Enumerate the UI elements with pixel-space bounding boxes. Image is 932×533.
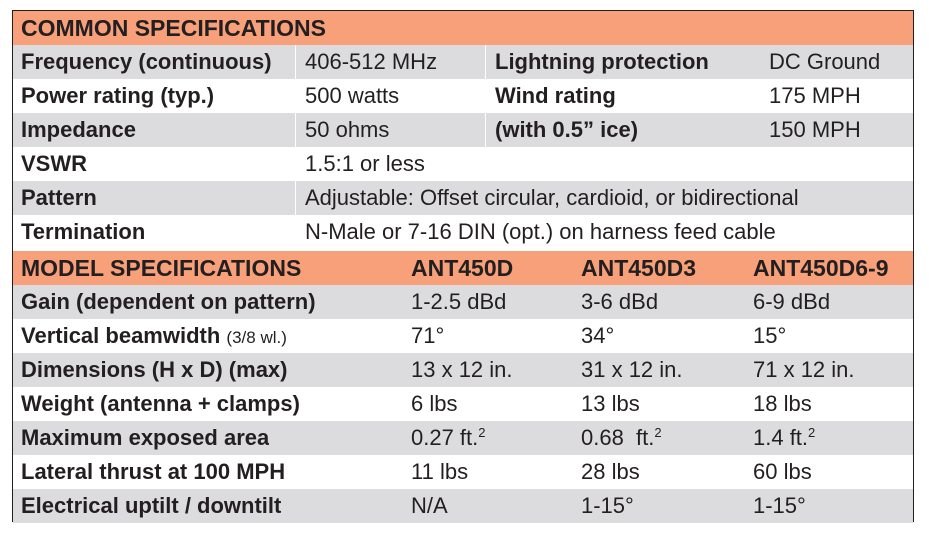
squared-unit: 2: [654, 425, 662, 440]
table-row: Termination N-Male or 7-16 DIN (opt.) on…: [13, 215, 913, 249]
table-cell: N/A: [411, 493, 448, 518]
termination-label: Termination: [21, 219, 146, 244]
dimensions-label: Dimensions (H x D) (max): [21, 357, 288, 382]
beamwidth-label: Vertical beamwidth (3/8 wl.): [21, 319, 287, 353]
power-label: Power rating (typ.): [21, 83, 215, 108]
table-cell: 0.68 ft.2: [581, 421, 662, 455]
impedance-label: Impedance: [21, 117, 136, 142]
model-name: ANT450D3: [581, 255, 697, 281]
lateral-thrust-label: Lateral thrust at 100 MPH: [21, 459, 286, 484]
table-cell: 1-2.5 dBd: [411, 289, 507, 314]
frequency-value: 406-512 MHz: [305, 49, 438, 74]
frequency-label: Frequency (continuous): [21, 49, 272, 74]
beamwidth-label-note: (3/8 wl.): [226, 328, 287, 347]
pattern-value: Adjustable: Offset circular, cardioid, o…: [305, 185, 799, 210]
table-cell: 1-15°: [581, 493, 634, 518]
table-cell: 6-9 dBd: [753, 289, 831, 314]
table-row: Electrical uptilt / downtilt N/A 1-15° 1…: [13, 489, 913, 523]
weight-label: Weight (antenna + clamps): [21, 391, 300, 416]
tilt-label: Electrical uptilt / downtilt: [21, 493, 282, 518]
column-divider: [295, 45, 296, 181]
model-name: ANT450D: [411, 255, 514, 281]
wind-value: 175 MPH: [769, 83, 861, 108]
specifications-table: COMMON SPECIFICATIONS Frequency (continu…: [12, 10, 914, 523]
table-row: Power rating (typ.) 500 watts Wind ratin…: [13, 79, 913, 113]
table-cell: 71 x 12 in.: [753, 357, 855, 382]
area-value: 0.68 ft.: [581, 425, 655, 450]
table-row: Pattern Adjustable: Offset circular, car…: [13, 181, 913, 215]
exposed-area-label: Maximum exposed area: [21, 425, 270, 450]
model-specifications-title: MODEL SPECIFICATIONS: [21, 255, 302, 281]
impedance-value: 50 ohms: [305, 117, 390, 142]
table-row: Weight (antenna + clamps) 6 lbs 13 lbs 1…: [13, 387, 913, 421]
table-cell: 13 lbs: [581, 391, 640, 416]
table-cell: 28 lbs: [581, 459, 640, 484]
table-row: Impedance 50 ohms (with 0.5” ice) 150 MP…: [13, 113, 913, 147]
ice-value: 150 MPH: [769, 117, 861, 142]
table-row: Lateral thrust at 100 MPH 11 lbs 28 lbs …: [13, 455, 913, 489]
pattern-label: Pattern: [21, 185, 97, 210]
column-divider: [295, 181, 296, 249]
vswr-value: 1.5:1 or less: [305, 151, 425, 176]
column-divider: [485, 45, 486, 181]
table-cell: 71°: [411, 323, 445, 348]
table-row: Dimensions (H x D) (max) 13 x 12 in. 31 …: [13, 353, 913, 387]
model-name: ANT450D6-9: [753, 255, 889, 281]
table-cell: 15°: [753, 323, 787, 348]
gain-label: Gain (dependent on pattern): [21, 289, 316, 314]
squared-unit: 2: [478, 425, 486, 440]
common-specifications-title: COMMON SPECIFICATIONS: [21, 15, 326, 41]
table-cell: 11 lbs: [411, 459, 469, 484]
table-row: Frequency (continuous) 406-512 MHz Light…: [13, 45, 913, 79]
table-cell: 3-6 dBd: [581, 289, 659, 314]
beamwidth-label-main: Vertical beamwidth: [21, 323, 221, 348]
squared-unit: 2: [808, 425, 816, 440]
area-value: 1.4 ft.: [753, 425, 809, 450]
table-cell: 13 x 12 in.: [411, 357, 513, 382]
power-value: 500 watts: [305, 83, 400, 108]
area-value: 0.27 ft.: [411, 425, 479, 450]
table-cell: 18 lbs: [753, 391, 812, 416]
table-cell: 6 lbs: [411, 391, 458, 416]
table-row: Gain (dependent on pattern) 1-2.5 dBd 3-…: [13, 285, 913, 319]
model-specifications-header: MODEL SPECIFICATIONS ANT450D ANT450D3 AN…: [13, 251, 913, 285]
lightning-label: Lightning protection: [495, 49, 709, 74]
table-row: VSWR 1.5:1 or less: [13, 147, 913, 181]
table-cell: 60 lbs: [753, 459, 812, 484]
table-cell: 0.27 ft.2: [411, 421, 486, 455]
table-cell: 1-15°: [753, 493, 806, 518]
termination-value: N-Male or 7-16 DIN (opt.) on harness fee…: [305, 219, 776, 244]
ice-label: (with 0.5” ice): [495, 117, 639, 142]
common-specifications-header: COMMON SPECIFICATIONS: [13, 11, 913, 45]
wind-label: Wind rating: [495, 83, 616, 108]
table-cell: 1.4 ft.2: [753, 421, 815, 455]
table-row: Maximum exposed area 0.27 ft.2 0.68 ft.2…: [13, 421, 913, 455]
vswr-label: VSWR: [21, 151, 87, 176]
table-cell: 34°: [581, 323, 615, 348]
table-cell: 31 x 12 in.: [581, 357, 683, 382]
lightning-value: DC Ground: [769, 49, 881, 74]
table-row: Vertical beamwidth (3/8 wl.) 71° 34° 15°: [13, 319, 913, 353]
